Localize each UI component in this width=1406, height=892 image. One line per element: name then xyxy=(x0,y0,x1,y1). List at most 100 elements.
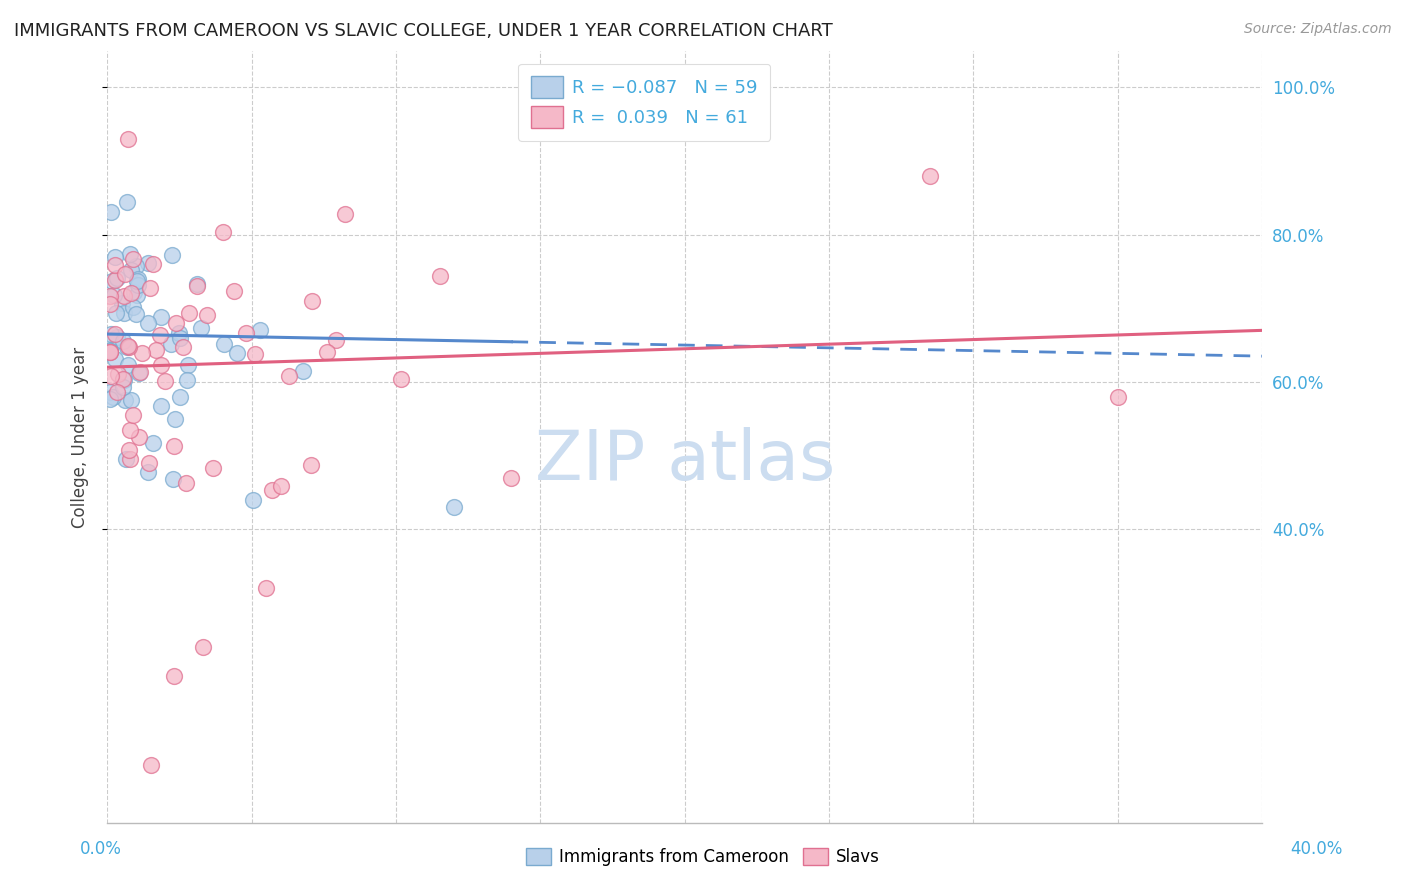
Point xyxy=(292,364,315,378)
Point xyxy=(120,262,142,277)
Point xyxy=(110,295,132,310)
Point xyxy=(167,326,190,341)
Point xyxy=(165,316,187,330)
Point xyxy=(163,669,186,683)
Point xyxy=(125,288,148,302)
Text: 40.0%: 40.0% xyxy=(1289,840,1343,858)
Point xyxy=(98,392,121,406)
Point xyxy=(118,442,141,457)
Point xyxy=(222,284,245,298)
Point xyxy=(111,379,134,393)
Point xyxy=(121,300,143,314)
Point xyxy=(100,369,122,384)
Point xyxy=(174,476,197,491)
Point xyxy=(112,373,135,387)
Point xyxy=(107,367,129,381)
Point xyxy=(121,408,143,422)
Point xyxy=(98,345,121,359)
Point xyxy=(270,479,292,493)
Point xyxy=(112,334,135,348)
Point xyxy=(98,297,121,311)
Y-axis label: College, Under 1 year: College, Under 1 year xyxy=(72,346,89,528)
Point xyxy=(138,316,160,330)
Point xyxy=(104,250,127,264)
Point xyxy=(101,274,124,288)
Point xyxy=(104,351,127,366)
Point xyxy=(115,194,138,209)
Point xyxy=(136,255,159,269)
Point xyxy=(149,327,172,342)
Point xyxy=(117,358,139,372)
Point xyxy=(389,372,412,386)
Point xyxy=(190,321,212,335)
Point xyxy=(103,390,125,404)
Point xyxy=(918,169,941,183)
Point xyxy=(118,247,141,261)
Point xyxy=(333,207,356,221)
Point xyxy=(162,472,184,486)
Point xyxy=(191,640,214,654)
Point xyxy=(501,470,523,484)
Point xyxy=(104,258,127,272)
Point xyxy=(114,452,136,467)
Point xyxy=(114,306,136,320)
Point xyxy=(121,252,143,266)
Text: IMMIGRANTS FROM CAMEROON VS SLAVIC COLLEGE, UNDER 1 YEAR CORRELATION CHART: IMMIGRANTS FROM CAMEROON VS SLAVIC COLLE… xyxy=(14,22,832,40)
Point xyxy=(443,500,465,514)
Point xyxy=(201,461,224,475)
Point xyxy=(315,344,337,359)
Point xyxy=(127,271,149,285)
Text: Source: ZipAtlas.com: Source: ZipAtlas.com xyxy=(1244,22,1392,37)
Point xyxy=(100,327,122,342)
Point xyxy=(242,493,264,508)
Point xyxy=(120,285,142,300)
Point xyxy=(254,581,277,595)
Point xyxy=(186,279,208,293)
Point xyxy=(138,456,160,470)
Point xyxy=(118,340,141,354)
Point xyxy=(131,346,153,360)
Point xyxy=(163,439,186,453)
Legend: R = −0.087   N = 59, R =  0.039   N = 61: R = −0.087 N = 59, R = 0.039 N = 61 xyxy=(517,63,770,141)
Point xyxy=(160,337,183,351)
Point xyxy=(176,373,198,387)
Point xyxy=(149,358,172,372)
Point xyxy=(165,412,187,426)
Point xyxy=(150,399,173,413)
Point xyxy=(117,132,139,146)
Point xyxy=(1107,390,1129,404)
Point xyxy=(128,430,150,444)
Point xyxy=(142,257,165,271)
Legend: Immigrants from Cameroon, Slavs: Immigrants from Cameroon, Slavs xyxy=(519,841,887,873)
Point xyxy=(142,435,165,450)
Point xyxy=(139,281,162,295)
Point xyxy=(118,423,141,437)
Point xyxy=(139,757,162,772)
Point xyxy=(235,326,257,340)
Point xyxy=(105,385,128,400)
Point xyxy=(169,390,191,404)
Point xyxy=(114,267,136,281)
Point xyxy=(128,365,150,379)
Point xyxy=(112,288,135,302)
Point xyxy=(177,306,200,320)
Point xyxy=(120,392,142,407)
Point xyxy=(122,285,145,300)
Point xyxy=(214,337,236,351)
Point xyxy=(128,366,150,380)
Point xyxy=(112,372,135,386)
Point xyxy=(100,205,122,219)
Point xyxy=(104,306,127,320)
Point xyxy=(136,465,159,479)
Point xyxy=(429,269,451,284)
Text: ZIP atlas: ZIP atlas xyxy=(534,426,835,494)
Point xyxy=(118,451,141,466)
Point xyxy=(117,339,139,353)
Point xyxy=(98,385,121,400)
Point xyxy=(105,271,128,285)
Point xyxy=(98,343,121,357)
Point xyxy=(149,310,172,324)
Point xyxy=(186,277,208,291)
Point xyxy=(325,334,347,348)
Point xyxy=(195,308,218,322)
